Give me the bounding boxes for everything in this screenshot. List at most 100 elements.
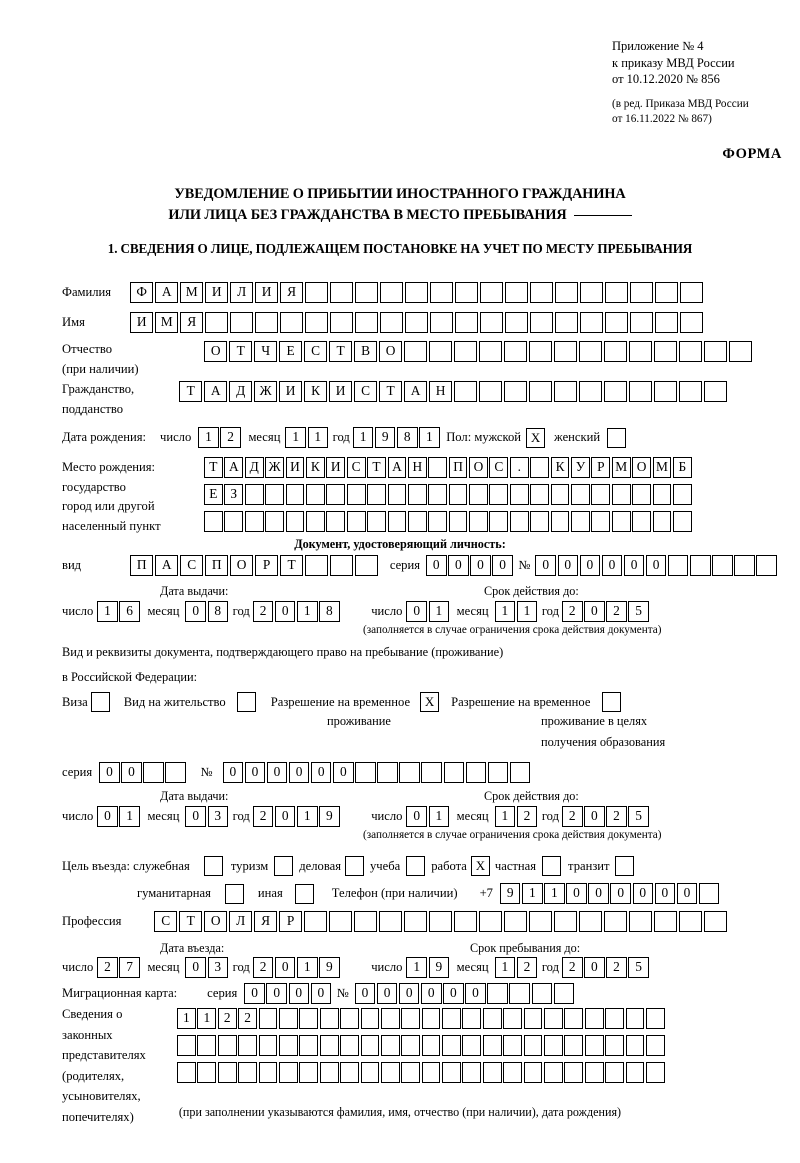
- char-cell[interactable]: Ч: [253, 341, 278, 362]
- char-cell[interactable]: 1: [297, 601, 318, 622]
- char-cell[interactable]: [387, 511, 407, 532]
- char-cell[interactable]: 1: [177, 1008, 196, 1029]
- char-cell[interactable]: [353, 911, 378, 932]
- char-cell[interactable]: 0: [588, 883, 609, 904]
- char-cell[interactable]: О: [469, 457, 488, 478]
- char-cell[interactable]: 0: [632, 883, 654, 904]
- char-cell[interactable]: [591, 484, 611, 505]
- char-cell[interactable]: М: [154, 312, 179, 333]
- char-cell[interactable]: [605, 1035, 624, 1056]
- char-cell[interactable]: [404, 282, 429, 303]
- birthplace-input-line3[interactable]: [204, 511, 693, 532]
- char-cell[interactable]: 0: [288, 762, 310, 783]
- char-cell[interactable]: [703, 911, 728, 932]
- char-cell[interactable]: [354, 555, 379, 576]
- char-cell[interactable]: 0: [448, 555, 469, 576]
- char-cell[interactable]: [360, 1008, 380, 1029]
- char-cell[interactable]: 1: [428, 601, 450, 622]
- char-cell[interactable]: Т: [367, 457, 386, 478]
- char-cell[interactable]: 0: [421, 983, 442, 1004]
- char-cell[interactable]: [503, 381, 528, 402]
- char-cell[interactable]: [204, 312, 229, 333]
- char-cell[interactable]: [442, 1062, 461, 1083]
- char-cell[interactable]: И: [285, 457, 305, 478]
- char-cell[interactable]: [278, 1062, 298, 1083]
- char-cell[interactable]: Б: [672, 457, 692, 478]
- char-cell[interactable]: 2: [252, 957, 274, 978]
- char-cell[interactable]: [479, 282, 504, 303]
- char-cell[interactable]: [530, 457, 550, 478]
- char-cell[interactable]: [625, 1035, 645, 1056]
- char-cell[interactable]: 2: [516, 957, 538, 978]
- char-cell[interactable]: 0: [470, 555, 491, 576]
- char-cell[interactable]: 0: [288, 983, 310, 1004]
- char-cell[interactable]: [453, 381, 478, 402]
- representatives-input-line2[interactable]: [177, 1035, 666, 1056]
- char-cell[interactable]: [355, 762, 376, 783]
- char-cell[interactable]: 1: [297, 957, 318, 978]
- char-cell[interactable]: [428, 911, 453, 932]
- char-cell[interactable]: [489, 511, 509, 532]
- char-cell[interactable]: [380, 1062, 400, 1083]
- char-cell[interactable]: Р: [591, 457, 611, 478]
- char-cell[interactable]: С: [353, 381, 378, 402]
- char-cell[interactable]: 9: [319, 957, 340, 978]
- char-cell[interactable]: [629, 282, 654, 303]
- residence-permit-checkbox[interactable]: [236, 692, 256, 712]
- char-cell[interactable]: О: [204, 341, 228, 362]
- char-cell[interactable]: [554, 282, 579, 303]
- char-cell[interactable]: [667, 555, 689, 576]
- char-cell[interactable]: [428, 484, 448, 505]
- char-cell[interactable]: [611, 511, 631, 532]
- char-cell[interactable]: [421, 1062, 441, 1083]
- char-cell[interactable]: [454, 282, 479, 303]
- char-cell[interactable]: [305, 484, 325, 505]
- char-cell[interactable]: [645, 1062, 665, 1083]
- char-cell[interactable]: [442, 1008, 461, 1029]
- char-cell[interactable]: [544, 1008, 563, 1029]
- char-cell[interactable]: 0: [274, 601, 296, 622]
- char-cell[interactable]: [550, 511, 570, 532]
- char-cell[interactable]: [528, 911, 553, 932]
- char-cell[interactable]: [529, 282, 554, 303]
- char-cell[interactable]: Я: [179, 312, 204, 333]
- char-cell[interactable]: 2: [238, 1008, 257, 1029]
- char-cell[interactable]: [734, 555, 755, 576]
- char-cell[interactable]: [340, 1008, 359, 1029]
- char-cell[interactable]: [360, 1035, 380, 1056]
- char-cell[interactable]: Т: [328, 341, 353, 362]
- char-cell[interactable]: А: [154, 282, 179, 303]
- char-cell[interactable]: 0: [398, 983, 420, 1004]
- char-cell[interactable]: [403, 341, 428, 362]
- char-cell[interactable]: [304, 555, 329, 576]
- char-cell[interactable]: [346, 511, 366, 532]
- char-cell[interactable]: Ф: [130, 282, 154, 303]
- purpose-other-checkbox[interactable]: [294, 883, 314, 904]
- char-cell[interactable]: [578, 381, 603, 402]
- char-cell[interactable]: [340, 1035, 359, 1056]
- char-cell[interactable]: [165, 762, 186, 783]
- char-cell[interactable]: 0: [376, 983, 398, 1004]
- char-cell[interactable]: 1: [198, 427, 219, 448]
- char-cell[interactable]: [448, 511, 468, 532]
- char-cell[interactable]: [523, 1008, 543, 1029]
- char-cell[interactable]: [462, 1035, 482, 1056]
- char-cell[interactable]: [604, 312, 629, 333]
- char-cell[interactable]: Т: [378, 381, 403, 402]
- purpose-private-checkbox[interactable]: [542, 856, 562, 876]
- char-cell[interactable]: [421, 1035, 441, 1056]
- char-cell[interactable]: И: [130, 312, 154, 333]
- char-cell[interactable]: [258, 1008, 278, 1029]
- char-cell[interactable]: [487, 762, 509, 783]
- char-cell[interactable]: [244, 484, 264, 505]
